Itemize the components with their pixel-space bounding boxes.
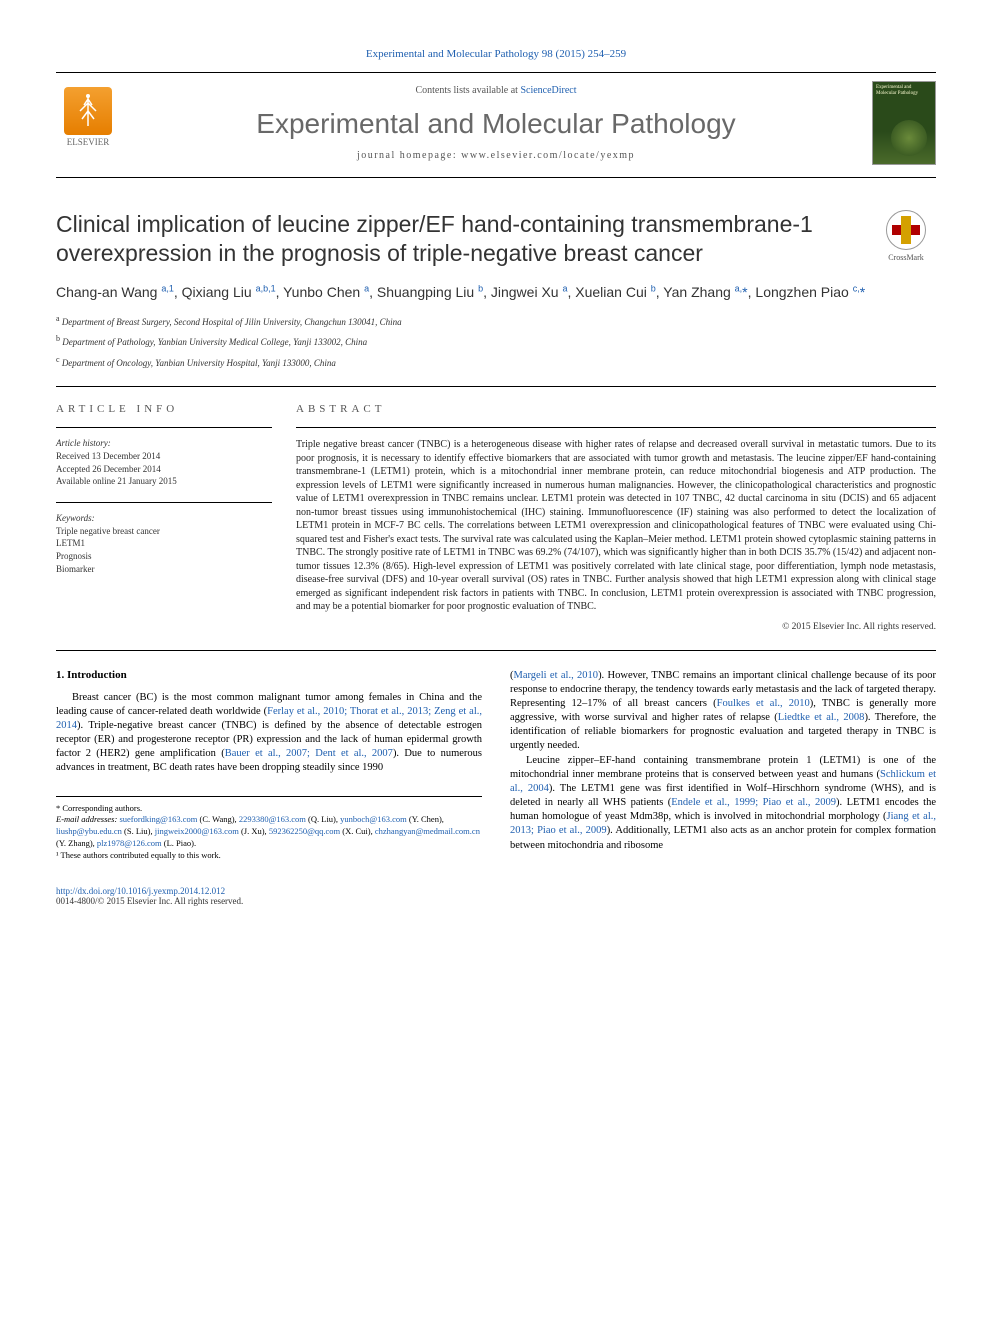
authors-line: Chang-an Wang a,1, Qixiang Liu a,b,1, Yu… [56, 282, 936, 303]
crossmark-icon [886, 210, 926, 250]
keyword: Prognosis [56, 550, 272, 563]
article-title: Clinical implication of leucine zipper/E… [56, 210, 876, 268]
corresponding-note: * Corresponding authors. [56, 803, 482, 815]
contents-line: Contents lists available at ScienceDirec… [120, 85, 872, 96]
intro-heading: 1. Introduction [56, 669, 482, 681]
homepage-line: journal homepage: www.elsevier.com/locat… [120, 150, 872, 161]
elsevier-label: ELSEVIER [67, 137, 110, 147]
divider-top [56, 386, 936, 387]
elsevier-logo: ELSEVIER [56, 87, 120, 159]
journal-cover-thumbnail: Experimental and Molecular Pathology [872, 81, 936, 165]
abstract-heading: ABSTRACT [296, 403, 936, 415]
affiliation-line: a Department of Breast Surgery, Second H… [56, 313, 936, 330]
keyword: Biomarker [56, 563, 272, 576]
history-label: Article history: [56, 438, 272, 448]
keywords-label: Keywords: [56, 513, 272, 523]
elsevier-tree-icon [64, 87, 112, 135]
affiliation-line: c Department of Oncology, Yanbian Univer… [56, 354, 936, 371]
sciencedirect-link[interactable]: ScienceDirect [520, 85, 576, 96]
divider-mid [56, 650, 936, 651]
emails-line: E-mail addresses: suefordking@163.com (C… [56, 814, 482, 850]
header-center: Contents lists available at ScienceDirec… [120, 85, 872, 161]
journal-header: ELSEVIER Contents lists available at Sci… [56, 72, 936, 178]
doi-link[interactable]: http://dx.doi.org/10.1016/j.yexmp.2014.1… [56, 886, 936, 896]
crossmark-label: CrossMark [888, 253, 924, 262]
issn-line: 0014-4800/© 2015 Elsevier Inc. All right… [56, 896, 936, 906]
abstract-column: ABSTRACT Triple negative breast cancer (… [296, 403, 936, 632]
keyword: Triple negative breast cancer [56, 525, 272, 538]
intro-col2-p1: (Margeli et al., 2010). However, TNBC re… [510, 669, 936, 754]
article-info-column: ARTICLE INFO Article history: Received 1… [56, 403, 296, 632]
article-info-heading: ARTICLE INFO [56, 403, 272, 415]
equal-contribution-note: ¹ These authors contributed equally to t… [56, 850, 482, 862]
intro-col2-p2: Leucine zipper–EF-hand containing transm… [510, 754, 936, 853]
contents-label: Contents lists available at [415, 85, 520, 96]
received-date: Received 13 December 2014 [56, 450, 272, 463]
header-citation: Experimental and Molecular Pathology 98 … [56, 48, 936, 60]
affiliation-line: b Department of Pathology, Yanbian Unive… [56, 333, 936, 350]
available-date: Available online 21 January 2015 [56, 475, 272, 488]
emails-label: E-mail addresses: [56, 814, 119, 824]
accepted-date: Accepted 26 December 2014 [56, 463, 272, 476]
abstract-copyright: © 2015 Elsevier Inc. All rights reserved… [296, 622, 936, 632]
keyword: LETM1 [56, 537, 272, 550]
crossmark-badge[interactable]: CrossMark [876, 210, 936, 262]
intro-col-right: (Margeli et al., 2010). However, TNBC re… [510, 669, 936, 862]
cover-text: Experimental and Molecular Pathology [873, 82, 935, 99]
abstract-text: Triple negative breast cancer (TNBC) is … [296, 438, 936, 614]
intro-col-left: 1. Introduction Breast cancer (BC) is th… [56, 669, 482, 862]
journal-name: Experimental and Molecular Pathology [120, 108, 872, 140]
footnotes-block: * Corresponding authors. E-mail addresse… [56, 796, 482, 862]
intro-col1-text: Breast cancer (BC) is the most common ma… [56, 691, 482, 776]
page-footer: http://dx.doi.org/10.1016/j.yexmp.2014.1… [56, 886, 936, 906]
